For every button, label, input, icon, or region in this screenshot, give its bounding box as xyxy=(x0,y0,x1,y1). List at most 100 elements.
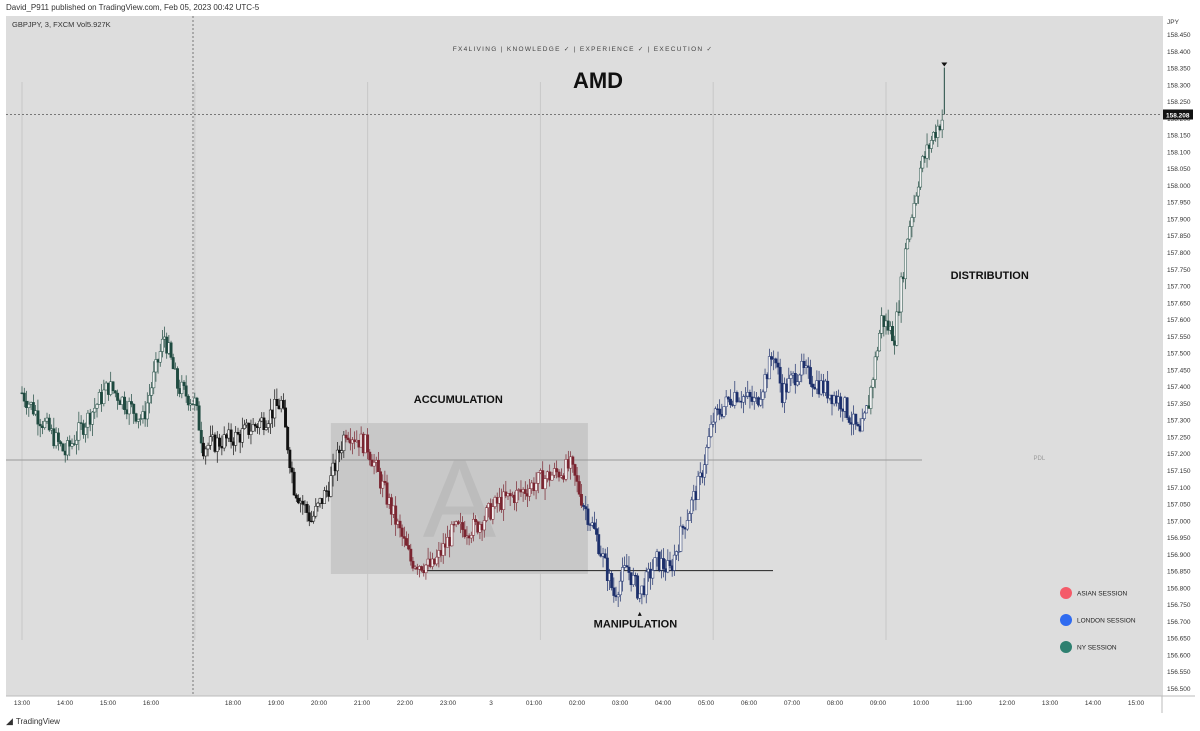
candle-body xyxy=(420,566,424,571)
annotation-pdl: PDL xyxy=(1034,456,1046,462)
candle-body xyxy=(262,417,266,431)
x-tick-label: 18:00 xyxy=(225,700,242,707)
candle-body xyxy=(213,434,217,452)
candle-body xyxy=(839,396,843,410)
publish-bar: David_P911 published on TradingView.com,… xyxy=(0,0,1200,16)
candle-body xyxy=(400,527,404,537)
high-marker-icon xyxy=(941,62,948,67)
candle-body xyxy=(376,460,380,472)
y-tick-label: 158.450 xyxy=(1167,32,1191,39)
candle-body xyxy=(906,238,910,250)
x-tick-label: 01:00 xyxy=(526,700,543,707)
candle-body xyxy=(897,311,901,313)
candle-body xyxy=(231,441,235,446)
candle-body xyxy=(677,551,681,553)
x-tick-label: 03:00 xyxy=(612,700,629,707)
branding-line: FX4LIVING | KNOWLEDGE ✓ | EXPERIENCE ✓ |… xyxy=(453,46,714,53)
currency-label: JPY xyxy=(1167,19,1180,26)
candle-body xyxy=(145,402,149,420)
candle-body xyxy=(550,474,554,481)
candle-body xyxy=(218,437,222,447)
candle-body xyxy=(234,431,238,446)
y-tick-label: 158.400 xyxy=(1167,49,1191,56)
candle-body xyxy=(566,459,570,469)
publish-line: David_P911 published on TradingView.com,… xyxy=(6,3,260,12)
candle-body xyxy=(847,417,851,423)
candle-body xyxy=(329,475,333,497)
candle-body xyxy=(536,472,540,484)
x-tick-label: 13:00 xyxy=(1042,700,1059,707)
x-tick-label: 3 xyxy=(489,700,493,707)
candle-body xyxy=(222,434,226,449)
candle-body xyxy=(763,374,767,393)
candle-body xyxy=(402,536,406,539)
candle-body xyxy=(215,437,219,452)
candle-body xyxy=(491,506,495,520)
candle-body xyxy=(385,482,389,505)
candle-body xyxy=(575,475,579,482)
candle-body xyxy=(707,436,711,448)
candle-body xyxy=(197,405,201,431)
candle-body xyxy=(208,436,212,446)
candle-body xyxy=(38,423,42,427)
candle-body xyxy=(685,520,689,530)
y-tick-label: 157.600 xyxy=(1167,317,1191,324)
candle-body xyxy=(552,468,556,476)
x-tick-label: 04:00 xyxy=(655,700,672,707)
candle-body xyxy=(199,430,203,444)
candle-body xyxy=(66,440,69,456)
candle-body xyxy=(182,381,186,387)
y-tick-label: 157.500 xyxy=(1167,351,1191,358)
candle-body xyxy=(123,396,126,410)
candle-body xyxy=(201,442,205,457)
candle-body xyxy=(129,401,133,405)
candle-body xyxy=(916,186,920,197)
candle-body xyxy=(895,311,899,346)
y-tick-label: 158.150 xyxy=(1167,133,1191,140)
candle-body xyxy=(703,464,707,478)
candle-body xyxy=(621,567,624,582)
candle-body xyxy=(787,378,791,393)
y-tick-label: 157.100 xyxy=(1167,485,1191,492)
candle-body xyxy=(538,470,542,473)
candle-body xyxy=(236,431,240,435)
candle-body xyxy=(605,557,609,581)
candle-body xyxy=(482,520,486,531)
legend-label: ASIAN SESSION xyxy=(1077,591,1128,598)
candle-body xyxy=(160,338,164,352)
candle-body xyxy=(783,383,786,403)
candle-body xyxy=(411,560,415,569)
candle-body xyxy=(70,443,74,447)
candle-body xyxy=(811,383,815,388)
candle-body xyxy=(666,560,670,573)
candle-body xyxy=(243,424,246,429)
candle-body xyxy=(687,513,691,521)
candle-body xyxy=(886,320,890,331)
x-tick-label: 22:00 xyxy=(397,700,414,707)
candle-body xyxy=(206,445,210,450)
candle-body xyxy=(912,203,916,218)
x-tick-label: 08:00 xyxy=(827,700,844,707)
y-tick-label: 157.050 xyxy=(1167,502,1191,509)
plot-area xyxy=(6,16,1161,696)
chart-canvas[interactable]: 158.450 158.400 158.350 158.300 158.250 158.2… xyxy=(0,0,1200,713)
candle-body xyxy=(515,490,519,503)
candle-body xyxy=(102,389,106,404)
candle-body xyxy=(229,429,233,443)
candle-body xyxy=(651,570,655,579)
candle-body xyxy=(595,528,599,535)
candle-body xyxy=(865,405,869,414)
candle-body xyxy=(309,520,313,523)
candle-body xyxy=(305,504,309,513)
candle-body xyxy=(793,373,797,386)
candle-body xyxy=(668,560,672,566)
candle-body xyxy=(502,491,506,510)
candle-body xyxy=(31,402,35,415)
x-tick-label: 14:00 xyxy=(57,700,74,707)
x-tick-label: 14:00 xyxy=(1085,700,1102,707)
candle-body xyxy=(484,507,488,521)
candle-body xyxy=(636,575,640,599)
legend-marker xyxy=(1060,614,1072,626)
tradingview-logo[interactable]: ◢ TradingView xyxy=(6,713,60,731)
candle-body xyxy=(555,468,559,473)
